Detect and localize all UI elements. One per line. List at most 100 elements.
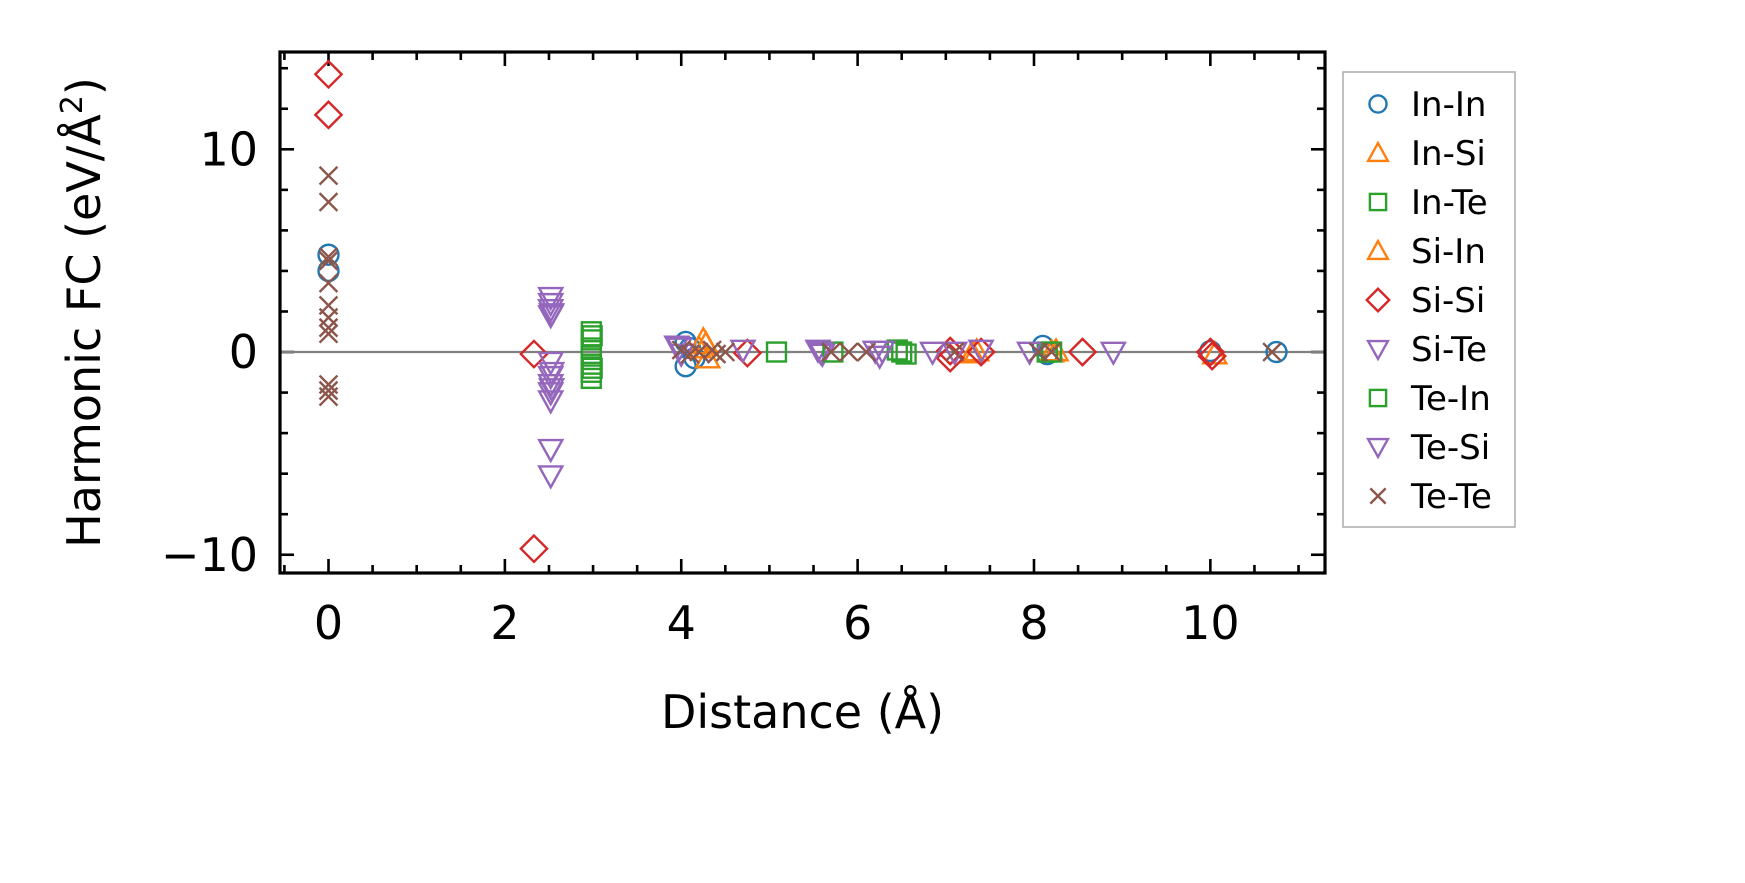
data-point-diamond	[1195, 337, 1226, 367]
data-point-square	[1368, 192, 1388, 212]
y-tick-label: 10	[199, 122, 258, 176]
data-point-x-stroke	[318, 192, 339, 212]
data-point-square	[581, 325, 603, 347]
data-point-x-stroke	[318, 386, 339, 407]
data-point-x	[839, 342, 859, 362]
data-point-square	[765, 341, 788, 363]
data-point-triangle-down	[537, 390, 565, 415]
data-point-diamond	[519, 339, 549, 369]
data-point-x-stroke	[318, 317, 339, 338]
data-point-x-stroke	[821, 342, 841, 362]
legend-entry-si-te: Si-Te	[1366, 330, 1487, 370]
series-in-in	[317, 243, 1288, 378]
data-point-triangle-down	[1366, 437, 1390, 460]
data-point-diamond	[1197, 341, 1227, 371]
data-point-triangle-down	[868, 340, 896, 366]
data-point-x	[856, 342, 877, 362]
data-point-triangle-down	[538, 361, 566, 387]
series-si-te	[537, 286, 1127, 490]
y-axis-title-close: )	[57, 77, 111, 95]
series-si-si	[313, 59, 1227, 564]
data-point-diamond	[519, 533, 549, 564]
data-point-diamond	[1365, 287, 1391, 313]
data-point-x	[318, 246, 339, 267]
data-point-x-stroke	[318, 246, 339, 267]
y-tick-label: 0	[229, 325, 258, 379]
data-point-x	[318, 307, 339, 328]
data-point-x-stroke	[318, 273, 339, 293]
x-tick-label: 6	[843, 596, 872, 650]
data-point-x	[318, 251, 339, 271]
data-point-triangle-down	[1099, 341, 1127, 367]
legend-entry-si-si: Si-Si	[1365, 281, 1485, 321]
data-point-triangle-down	[729, 339, 757, 365]
y-tick-label: −10	[161, 528, 258, 582]
legend-label: Te-Si	[1410, 428, 1490, 468]
legend-label: Si-Si	[1411, 281, 1485, 321]
tick-marks	[280, 52, 1325, 573]
data-point-triangle-down	[1366, 339, 1390, 362]
data-point-triangle-down	[538, 303, 566, 328]
data-point-x-stroke	[671, 340, 692, 360]
series-te-si	[538, 303, 969, 403]
legend-label: In-In	[1411, 85, 1486, 125]
data-point-x-stroke	[944, 342, 965, 362]
data-point-triangle-down	[941, 341, 969, 367]
data-point-square	[1040, 341, 1063, 363]
scatter-points	[313, 59, 1288, 564]
legend-entry-si-in: Si-In	[1366, 232, 1486, 272]
data-point-square	[891, 341, 913, 363]
data-point-x	[715, 342, 736, 362]
data-point-diamond	[732, 338, 763, 368]
data-point-x	[821, 342, 841, 362]
legend-entry-te-in: Te-In	[1368, 379, 1491, 419]
data-point-square	[895, 343, 917, 365]
legend-entry-te-te: Te-Te	[1369, 477, 1492, 517]
data-point-triangle-down	[537, 438, 565, 464]
legend-entry-in-te: In-Te	[1368, 183, 1488, 223]
data-point-x	[318, 324, 339, 344]
x-tick-label: 8	[1019, 596, 1048, 650]
legend-label: Si-In	[1411, 232, 1486, 272]
data-point-x	[318, 380, 339, 401]
data-point-triangle-down	[537, 465, 565, 490]
data-point-triangle-up	[1366, 140, 1390, 163]
data-point-x-stroke	[1041, 342, 1062, 362]
legend-label: In-Te	[1411, 183, 1488, 223]
data-point-diamond	[1067, 337, 1098, 367]
legend-entry-in-si: In-Si	[1366, 134, 1486, 174]
x-tick-label: 4	[667, 596, 696, 650]
data-point-x	[318, 165, 339, 186]
data-point-circle	[1368, 94, 1388, 114]
legend-label: Te-Te	[1410, 477, 1492, 517]
data-point-x-stroke	[318, 380, 339, 401]
x-tick-label: 10	[1181, 596, 1240, 650]
data-point-diamond	[313, 59, 344, 90]
data-point-triangle-up	[1366, 238, 1390, 261]
data-point-triangle-down	[967, 339, 995, 365]
data-point-square	[1368, 388, 1388, 408]
series-te-te	[318, 165, 1282, 407]
data-point-triangle-down	[918, 341, 947, 367]
tick-labels: 0 2 4 6 8 10 −10 0 10	[161, 122, 1240, 650]
data-point-x-stroke	[1369, 487, 1387, 505]
data-point-x-stroke	[715, 342, 736, 362]
legend-label: Te-In	[1410, 379, 1491, 419]
data-point-square	[581, 357, 603, 379]
data-point-x	[318, 192, 339, 212]
data-point-x	[1262, 342, 1282, 362]
data-point-x	[1369, 487, 1387, 505]
data-point-x-stroke	[318, 165, 339, 186]
data-point-circle	[317, 243, 340, 266]
data-point-x-stroke	[1262, 342, 1282, 362]
y-axis-title-main: Harmonic FC (eV/Å	[57, 114, 111, 548]
data-point-x-stroke	[839, 342, 859, 362]
data-point-x-stroke	[689, 342, 709, 362]
plot-area-frame	[278, 50, 1327, 575]
data-point-x-stroke	[318, 251, 339, 271]
data-point-x	[944, 342, 965, 362]
data-point-x	[318, 273, 339, 293]
legend-label: In-Si	[1411, 134, 1486, 174]
data-point-x	[318, 317, 339, 338]
